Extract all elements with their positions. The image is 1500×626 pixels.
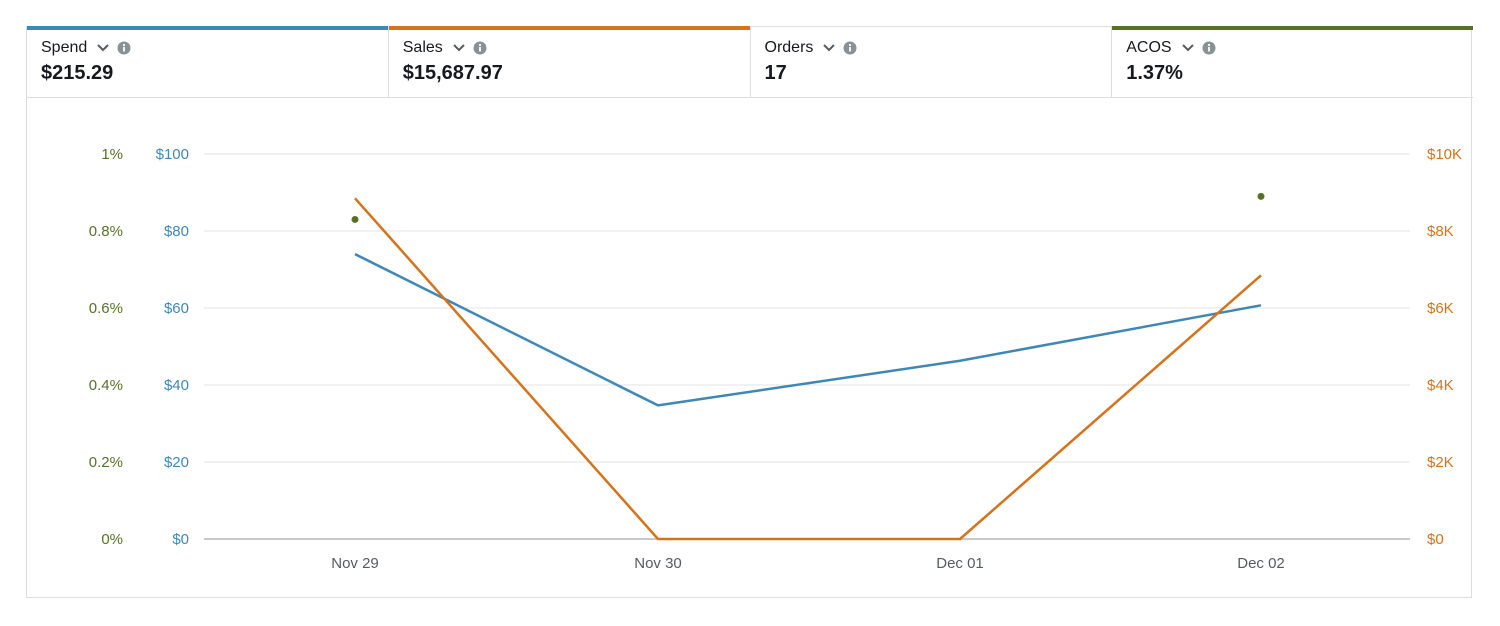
x-tick-label: Dec 02	[1237, 555, 1285, 572]
y-tick-sales: $4K	[1427, 377, 1454, 394]
y-tick-acos: 1%	[101, 146, 123, 163]
metric-name: Orders	[764, 39, 814, 56]
metric-tab-spend[interactable]: Spend $215.29	[27, 26, 389, 98]
y-tick-spend: $20	[164, 454, 189, 471]
y-tick-sales: $2K	[1427, 454, 1454, 471]
metric-name: ACOS	[1126, 39, 1172, 56]
metric-name: Sales	[402, 39, 443, 56]
metric-tab-orders[interactable]: Orders 17	[750, 26, 1113, 98]
y-tick-acos: 0.4%	[89, 377, 123, 394]
metric-value: 17	[764, 62, 787, 84]
y-tick-sales: $8K	[1427, 223, 1454, 240]
acos-point	[1257, 192, 1265, 200]
metric-tab-sales[interactable]: Sales $15,687.97	[388, 26, 751, 98]
y-tick-spend: $0	[172, 531, 189, 548]
x-tick-label: Dec 01	[936, 555, 984, 572]
metric-accent-bar	[27, 26, 388, 30]
y-tick-sales: $10K	[1427, 146, 1462, 163]
metric-value: $15,687.97	[402, 62, 503, 84]
metric-tabs: Spend $215.29 Sales $15,687.97 Orders	[27, 26, 1473, 98]
y-tick-spend: $40	[164, 377, 189, 394]
chevron-down-icon[interactable]	[96, 41, 110, 55]
info-icon[interactable]	[117, 41, 131, 55]
metric-tab-acos[interactable]: ACOS 1.37%	[1112, 26, 1473, 98]
metric-value: 1.37%	[1126, 62, 1183, 84]
y-tick-sales: $0	[1427, 531, 1444, 548]
y-tick-acos: 0.8%	[89, 223, 123, 240]
y-tick-spend: $100	[156, 146, 189, 163]
spend-series-line	[354, 252, 1262, 407]
y-tick-spend: $60	[164, 300, 189, 317]
info-icon[interactable]	[473, 41, 487, 55]
metric-accent-bar	[388, 26, 750, 30]
x-tick-label: Nov 29	[331, 555, 379, 572]
chart-widget: Spend $215.29 Sales $15,687.97 Orders	[26, 26, 1473, 598]
acos-point	[351, 215, 359, 223]
y-tick-acos: 0%	[101, 531, 123, 548]
info-icon[interactable]	[1202, 41, 1216, 55]
y-tick-acos: 0.2%	[89, 454, 123, 471]
sales-series-line	[354, 197, 1262, 541]
chevron-down-icon[interactable]	[822, 41, 836, 55]
metric-accent-bar	[1112, 26, 1473, 30]
y-tick-acos: 0.6%	[89, 300, 123, 317]
chevron-down-icon[interactable]	[1181, 41, 1195, 55]
chevron-down-icon[interactable]	[452, 41, 466, 55]
x-tick-label: Nov 30	[634, 555, 682, 572]
y-tick-spend: $80	[164, 223, 189, 240]
metric-tab-border	[750, 26, 1112, 27]
metric-name: Spend	[41, 39, 88, 56]
y-tick-sales: $6K	[1427, 300, 1454, 317]
metric-value: $215.29	[41, 62, 114, 84]
info-icon[interactable]	[843, 41, 857, 55]
